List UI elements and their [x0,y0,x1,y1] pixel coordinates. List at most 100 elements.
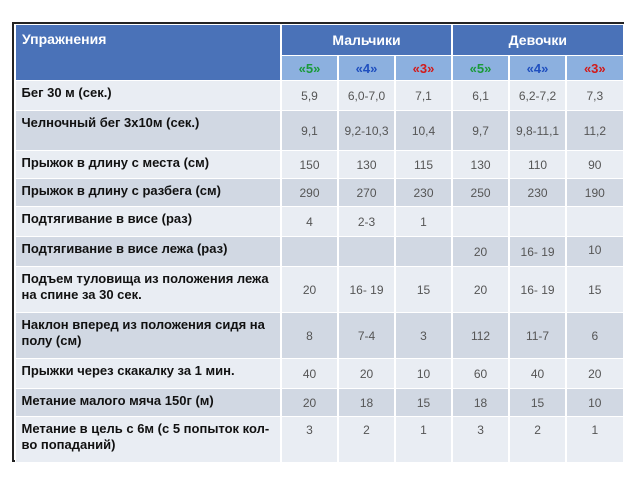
boys-value-grade-3: 115 [393,150,453,179]
table-row: Прыжок в длину с разбега (см) 290 270 230 25… [14,178,624,207]
boys-grade-5: «5» [280,55,339,81]
exercise-name: Подтягивание в висе лежа (раз) [14,236,282,267]
girls-value-grade-4: 2 [508,416,567,463]
girls-value-grade-5: 60 [451,358,510,389]
exercise-name: Бег 30 м (сек.) [14,80,282,111]
girls-value-grade-3: 7,3 [565,80,624,111]
table-row: Прыжки через скакалку за 1 мин. 40 20 10 60 4… [14,358,624,389]
girls-value-grade-3: 1 [565,416,624,463]
table-row: Наклон вперед из положения сидя на полу … [14,312,624,359]
girls-value-grade-5: 250 [451,178,510,207]
girls-value-grade-4: 16- 19 [508,236,567,267]
exercise-name: Наклон вперед из положения сидя на полу … [14,312,282,359]
girls-value-grade-3: 10 [565,236,624,267]
table-row: Подъем туловища из положения лежа на спи… [14,266,624,313]
boys-value-grade-3: 15 [393,388,453,417]
norms-table: Упражнения Мальчики Девочки «5» «4» «3» … [14,24,624,463]
boys-value-grade-5: 8 [280,312,339,359]
boys-value-grade-4: 6,0-7,0 [337,80,396,111]
girls-value-grade-5 [451,206,510,237]
boys-value-grade-3: 1 [393,206,453,237]
exercise-name: Метание малого мяча 150г (м) [14,388,282,417]
girls-value-grade-4: 16- 19 [508,266,567,313]
girls-value-grade-3: 10 [565,388,624,417]
boys-value-grade-5: 20 [280,266,339,313]
boys-value-grade-4: 270 [337,178,396,207]
boys-value-grade-4 [337,236,396,267]
exercise-name: Метание в цель с 6м (с 5 попыток кол-во … [14,416,282,463]
girls-value-grade-3: 20 [565,358,624,389]
boys-value-grade-5: 20 [280,388,339,417]
boys-value-grade-3: 230 [393,178,453,207]
boys-value-grade-4: 20 [337,358,396,389]
girls-value-grade-3: 90 [565,150,624,179]
boys-value-grade-3: 7,1 [393,80,453,111]
boys-value-grade-3: 10 [393,358,453,389]
boys-value-grade-4: 9,2-10,3 [337,110,396,151]
boys-value-grade-4: 16- 19 [337,266,396,313]
boys-value-grade-5: 290 [280,178,339,207]
boys-value-grade-5: 3 [280,416,339,463]
girls-value-grade-4: 40 [508,358,567,389]
girls-value-grade-5: 112 [451,312,510,359]
exercise-name: Прыжок в длину с места (см) [14,150,282,179]
table-row: Метание в цель с 6м (с 5 попыток кол-во … [14,416,624,463]
boys-value-grade-3: 15 [393,266,453,313]
boys-value-grade-3 [393,236,453,267]
table-row: Прыжок в длину с места (см) 150 130 115 130 1… [14,150,624,179]
girls-value-grade-5: 130 [451,150,510,179]
boys-value-grade-3: 1 [393,416,453,463]
boys-value-grade-4: 130 [337,150,396,179]
boys-value-grade-5: 150 [280,150,339,179]
boys-value-grade-4: 7-4 [337,312,396,359]
girls-value-grade-3 [565,206,624,237]
table-row: Метание малого мяча 150г (м) 20 18 15 18 15 10 [14,388,624,417]
header-exercises: Упражнения [14,24,282,81]
exercise-name: Прыжки через скакалку за 1 мин. [14,358,282,389]
girls-value-grade-5: 9,7 [451,110,510,151]
table-body: Бег 30 м (сек.) 5,9 6,0-7,0 7,1 6,1 6,2-7,2 7,… [14,80,624,463]
header-girls: Девочки [451,24,624,56]
boys-value-grade-5: 9,1 [280,110,339,151]
girls-value-grade-4: 15 [508,388,567,417]
girls-value-grade-4: 230 [508,178,567,207]
boys-value-grade-4: 2-3 [337,206,396,237]
girls-value-grade-5: 6,1 [451,80,510,111]
exercise-name: Прыжок в длину с разбега (см) [14,178,282,207]
header-boys: Мальчики [279,24,453,56]
exercise-name: Подъем туловища из положения лежа на спи… [14,266,282,313]
boys-grade-4: «4» [337,55,396,81]
boys-value-grade-3: 10,4 [393,110,453,151]
table-row: Бег 30 м (сек.) 5,9 6,0-7,0 7,1 6,1 6,2-7,2 7,… [14,80,624,111]
girls-value-grade-4: 6,2-7,2 [508,80,567,111]
boys-value-grade-3: 3 [393,312,453,359]
girls-grade-5: «5» [451,55,510,81]
boys-value-grade-4: 2 [337,416,396,463]
girls-value-grade-3: 6 [565,312,624,359]
boys-grade-3: «3» [393,55,453,81]
boys-value-grade-4: 18 [337,388,396,417]
exercise-name: Челночный бег 3х10м (сек.) [14,110,282,151]
girls-value-grade-5: 3 [451,416,510,463]
girls-value-grade-5: 20 [451,266,510,313]
girls-value-grade-4: 110 [508,150,567,179]
girls-value-grade-4 [508,206,567,237]
girls-value-grade-5: 20 [451,236,510,267]
girls-grade-3: «3» [565,55,624,81]
table-row: Челночный бег 3х10м (сек.) 9,1 9,2-10,3 10,… [14,110,624,151]
girls-value-grade-4: 9,8-11,1 [508,110,567,151]
boys-value-grade-5: 5,9 [280,80,339,111]
girls-value-grade-3: 190 [565,178,624,207]
table-row: Подтягивание в висе лежа (раз) 20 16- 19 10 [14,236,624,267]
table-row: Подтягивание в висе (раз) 4 2-3 1 [14,206,624,237]
girls-value-grade-3: 11,2 [565,110,624,151]
boys-value-grade-5: 4 [280,206,339,237]
boys-value-grade-5: 40 [280,358,339,389]
girls-grade-4: «4» [508,55,567,81]
girls-value-grade-4: 11-7 [508,312,567,359]
girls-value-grade-5: 18 [451,388,510,417]
girls-value-grade-3: 15 [565,266,624,313]
exercise-name: Подтягивание в висе (раз) [14,206,282,237]
norms-table-container: Упражнения Мальчики Девочки «5» «4» «3» … [12,22,624,463]
boys-value-grade-5 [280,236,339,267]
